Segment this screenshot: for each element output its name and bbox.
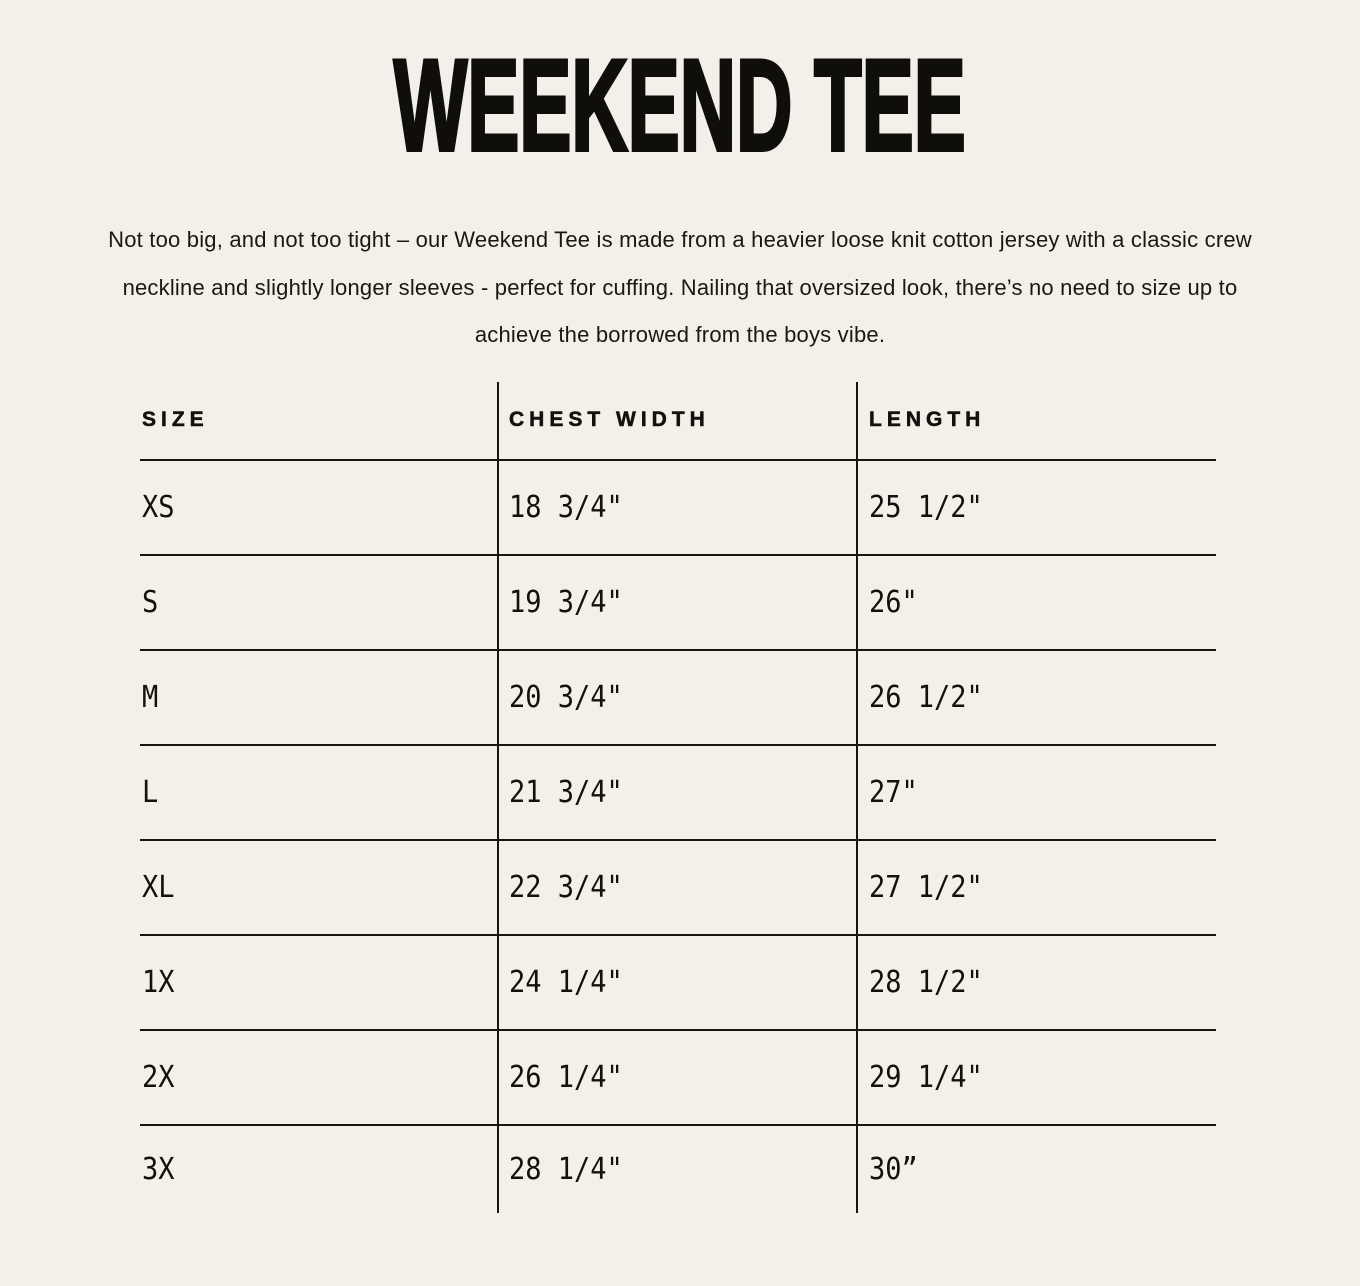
page-title: WEEKEND TEE <box>0 32 1360 178</box>
chest-width-cell: 22 3/4" <box>497 840 856 934</box>
table-row: M 20 3/4" 26 1/2" <box>140 650 1216 746</box>
size-chart-header-row: SIZE CHEST WIDTH LENGTH <box>140 381 1216 461</box>
length-cell: 30” <box>856 1125 1216 1213</box>
chest-width-cell: 19 3/4" <box>497 555 856 649</box>
size-cell: S <box>142 584 159 620</box>
table-row: XL 22 3/4" 27 1/2" <box>140 840 1216 936</box>
length-cell: 27 1/2" <box>856 840 1216 934</box>
table-row: 2X 26 1/4" 29 1/4" <box>140 1030 1216 1126</box>
column-header-length: LENGTH <box>856 381 1216 459</box>
chest-width-cell: 18 3/4" <box>497 460 856 554</box>
table-row: S 19 3/4" 26" <box>140 555 1216 651</box>
chest-width-cell: 24 1/4" <box>497 935 856 1029</box>
page-title-text: WEEKEND TEE <box>393 32 967 178</box>
size-cell: 2X <box>142 1059 175 1095</box>
table-row: XS 18 3/4" 25 1/2" <box>140 460 1216 556</box>
description-line: neckline and slightly longer sleeves - p… <box>122 274 1238 300</box>
size-chart-body: XS 18 3/4" 25 1/2" S 19 3/4" 26" M 20 3/… <box>140 460 1216 1213</box>
size-cell: 1X <box>142 964 175 1000</box>
length-cell: 28 1/2" <box>856 935 1216 1029</box>
size-cell: XL <box>142 869 175 905</box>
size-cell: 3X <box>142 1151 175 1187</box>
chest-width-cell: 28 1/4" <box>497 1125 856 1213</box>
description-line: Not too big, and not too tight – our Wee… <box>108 227 1252 252</box>
length-cell: 27" <box>856 745 1216 839</box>
product-description: Not too big, and not too tight – our Wee… <box>0 216 1360 359</box>
table-row: L 21 3/4" 27" <box>140 745 1216 841</box>
size-cell: XS <box>142 489 175 525</box>
chest-width-cell: 26 1/4" <box>497 1030 856 1124</box>
length-cell: 25 1/2" <box>856 460 1216 554</box>
chest-width-cell: 21 3/4" <box>497 745 856 839</box>
length-cell: 29 1/4" <box>856 1030 1216 1124</box>
column-header-size: SIZE <box>142 408 209 432</box>
size-cell: L <box>142 774 159 810</box>
size-chart: SIZE CHEST WIDTH LENGTH XS 18 3/4" 25 1/… <box>140 381 1216 1213</box>
column-header-chest-width: CHEST WIDTH <box>497 381 856 459</box>
size-cell: M <box>142 679 159 715</box>
table-row: 1X 24 1/4" 28 1/2" <box>140 935 1216 1031</box>
description-line: achieve the borrowed from the boys vibe. <box>474 322 886 347</box>
product-page: WEEKEND TEE Not too big, and not too tig… <box>0 32 1360 1213</box>
length-cell: 26 1/2" <box>856 650 1216 744</box>
table-row: 3X 28 1/4" 30” <box>140 1125 1216 1213</box>
length-cell: 26" <box>856 555 1216 649</box>
chest-width-cell: 20 3/4" <box>497 650 856 744</box>
